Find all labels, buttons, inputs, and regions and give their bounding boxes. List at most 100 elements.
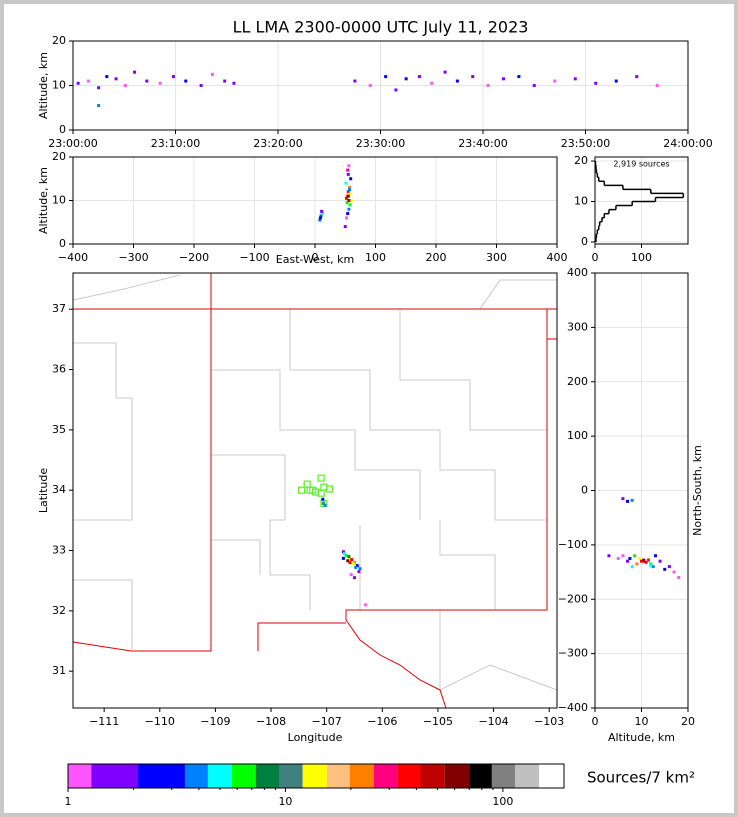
- color-bin: [373, 764, 398, 788]
- state-border: [345, 309, 548, 709]
- state-border: [257, 622, 346, 651]
- source-point: [158, 81, 162, 85]
- source-point: [348, 561, 352, 565]
- source-point: [105, 75, 109, 79]
- source-point: [502, 77, 505, 81]
- source-point: [355, 564, 359, 568]
- county-line: [211, 369, 421, 520]
- color-bin: [326, 764, 350, 788]
- x-tick-label: −111: [89, 715, 119, 728]
- x-tick-label: 10: [278, 795, 292, 808]
- x-tick-label: 23:50:00: [561, 137, 610, 150]
- source-point: [347, 207, 351, 211]
- source-point: [471, 75, 475, 79]
- x-tick-label: 400: [547, 251, 568, 264]
- source-point: [171, 75, 175, 79]
- color-bin: [491, 764, 516, 788]
- y-axis-label: Latitude: [37, 468, 50, 514]
- source-point: [347, 199, 351, 202]
- source-point: [455, 79, 459, 83]
- source-point: [348, 192, 352, 196]
- source-point: [145, 79, 149, 83]
- x-tick-label: −108: [256, 715, 286, 728]
- station: [306, 486, 314, 494]
- x-tick-label: 200: [426, 251, 447, 264]
- source-point: [323, 503, 327, 507]
- source-point: [404, 77, 408, 81]
- county-line: [479, 279, 557, 310]
- y-tick-label: 10: [52, 79, 66, 92]
- x-tick-label: −200: [179, 251, 209, 264]
- source-point: [349, 573, 353, 577]
- source-point: [443, 70, 447, 74]
- source-point: [642, 559, 646, 563]
- x-tick-label: −105: [423, 715, 453, 728]
- source-point: [346, 559, 350, 563]
- source-point: [517, 75, 521, 79]
- county-line: [399, 309, 547, 431]
- source-point: [368, 84, 372, 87]
- source-point: [644, 560, 648, 564]
- county-line: [73, 342, 133, 521]
- y-tick-label: 31: [52, 664, 66, 677]
- source-point: [86, 79, 90, 83]
- source-point: [394, 88, 398, 92]
- x-tick-label: 300: [486, 251, 507, 264]
- county-line: [439, 610, 558, 691]
- source-point: [667, 565, 671, 569]
- source-point: [342, 552, 346, 556]
- source-point: [199, 84, 203, 87]
- source-point: [653, 554, 657, 558]
- x-tick-label: 24:00:00: [663, 137, 712, 150]
- annotation: 2,919 sources: [613, 160, 669, 169]
- source-point: [223, 79, 227, 83]
- source-point: [651, 565, 655, 569]
- x-tick-label: −400: [58, 251, 88, 264]
- color-bin: [255, 764, 280, 788]
- x-tick-label: −100: [239, 251, 269, 264]
- source-point: [532, 84, 536, 87]
- source-point: [658, 559, 662, 563]
- source-point: [76, 81, 80, 85]
- source-point: [573, 77, 577, 81]
- source-point: [614, 79, 618, 83]
- y-axis-label: Altitude, km: [37, 52, 50, 119]
- source-point: [320, 212, 324, 216]
- source-point: [430, 81, 434, 85]
- y-tick-label: 20: [574, 154, 588, 167]
- source-point: [626, 559, 630, 563]
- y-tick-label: −200: [558, 592, 588, 605]
- source-point: [649, 562, 653, 566]
- source-point: [344, 181, 348, 185]
- source-point: [621, 497, 625, 501]
- color-bin: [91, 764, 139, 788]
- x-tick-label: 23:10:00: [151, 137, 200, 150]
- y-axis-label: Altitude, km: [37, 167, 50, 234]
- y-tick-label: 36: [52, 363, 66, 376]
- y-tick-label: 10: [52, 194, 66, 207]
- source-point: [347, 555, 351, 559]
- color-bin: [68, 764, 92, 788]
- source-point: [358, 567, 362, 571]
- color-bin: [349, 764, 374, 788]
- axes-frame: [72, 40, 689, 131]
- y-tick-label: 200: [567, 375, 588, 388]
- chart-title: LL LMA 2300-0000 UTC July 11, 2023: [233, 18, 529, 37]
- source-point: [626, 499, 630, 503]
- y-tick-label: 33: [52, 544, 66, 557]
- source-point: [346, 168, 350, 172]
- color-bin: [444, 764, 470, 788]
- y-tick-label: 20: [52, 150, 66, 163]
- y-tick-label: 0: [581, 484, 588, 497]
- source-point: [616, 556, 620, 560]
- source-point: [210, 72, 214, 76]
- source-point: [353, 79, 357, 83]
- source-point: [607, 554, 611, 558]
- source-point: [655, 84, 659, 87]
- color-bin: [515, 764, 540, 788]
- x-tick-label: 100: [492, 795, 513, 808]
- source-point: [97, 104, 101, 108]
- y-tick-label: 100: [567, 429, 588, 442]
- x-tick-label: 100: [631, 251, 652, 264]
- source-point: [318, 218, 322, 222]
